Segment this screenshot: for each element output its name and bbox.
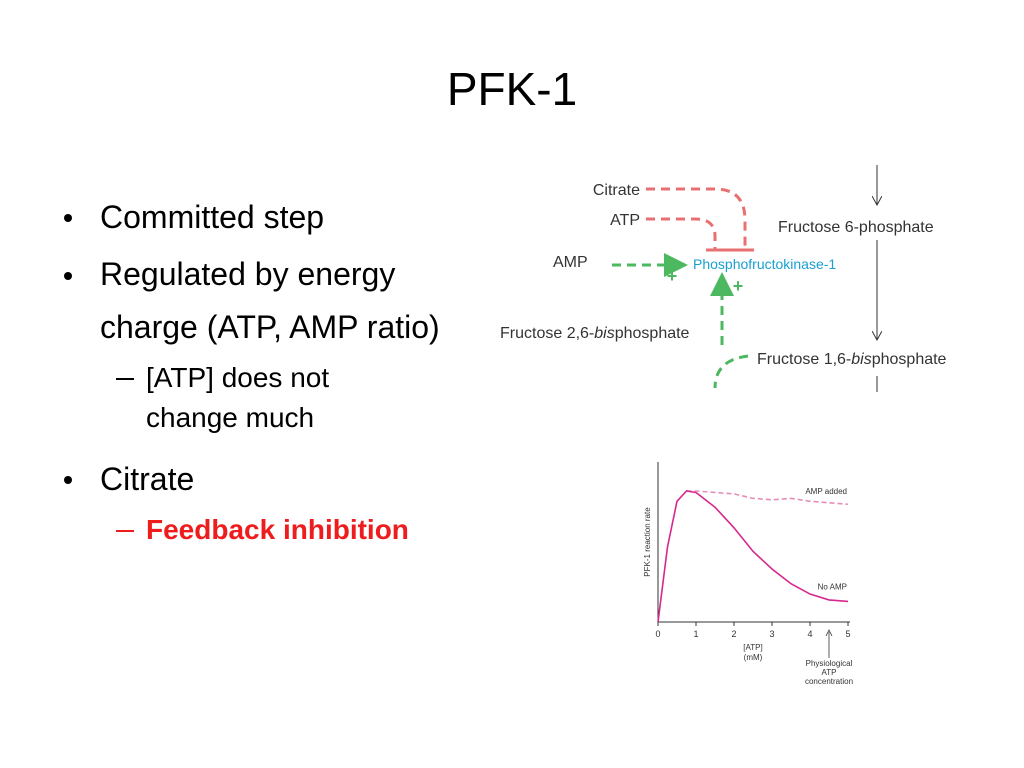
f16bp-link	[713, 354, 749, 389]
annotation: Physiological	[806, 659, 853, 668]
x-tick-label: 2	[731, 629, 736, 639]
annotation: ATP	[822, 668, 837, 677]
plus-sign: +	[667, 266, 678, 286]
x-tick-label: 3	[769, 629, 774, 639]
bullet-list: Committed step Regulated by energy charg…	[60, 190, 490, 564]
slide-title: PFK-1	[446, 63, 578, 115]
citrate-label: Citrate	[593, 182, 640, 199]
sub-bullet: [ATP] does not change much	[60, 358, 386, 438]
x-tick-label: 1	[693, 629, 698, 639]
bullet: Committed step	[60, 190, 490, 244]
sub-bullet: Feedback inhibition	[60, 510, 490, 550]
enzyme-label: Phosphofructokinase-1	[693, 256, 836, 272]
text-part: bis	[851, 351, 871, 368]
series-label: AMP added	[805, 487, 847, 496]
text-part: phosphate	[872, 351, 947, 368]
chart: PFK-1 reaction rate [ATP] (mM) Physiolog…	[643, 462, 853, 686]
activator-label: Fructose 2,6-bisphosphate	[500, 325, 690, 342]
x-tick-label: 4	[807, 629, 812, 639]
plus-sign: +	[733, 276, 744, 296]
x-axis-label: (mM)	[744, 653, 763, 662]
series-line	[686, 490, 849, 506]
y-axis-label: PFK-1 reaction rate	[643, 507, 652, 577]
text-part: Fructose 1,6-	[757, 351, 851, 368]
text-part: phosphate	[615, 325, 690, 342]
annotation: concentration	[805, 677, 853, 686]
series-line	[657, 490, 849, 623]
text-part: Fructose 2,6-	[500, 325, 594, 342]
x-axis-label: [ATP]	[743, 643, 762, 652]
substrate-label: Fructose 6-phosphate	[778, 219, 934, 236]
bullet: Regulated by energy charge (ATP, AMP rat…	[60, 248, 480, 354]
citrate-inhibition	[646, 187, 747, 250]
amp-label: AMP	[553, 254, 588, 271]
annotation-arrow	[825, 629, 833, 637]
pathway-diagram: Citrate ATP AMP Phosphofructokinase-1 Fr…	[500, 165, 947, 392]
bullet: Citrate	[60, 452, 490, 506]
text-part: bis	[594, 325, 614, 342]
x-tick-label: 5	[845, 629, 850, 639]
product-label: Fructose 1,6-bisphosphate	[757, 351, 947, 368]
series-label: No AMP	[818, 582, 847, 591]
atp-label: ATP	[610, 212, 640, 229]
atp-inhibition	[646, 217, 717, 250]
x-tick-label: 0	[655, 629, 660, 639]
